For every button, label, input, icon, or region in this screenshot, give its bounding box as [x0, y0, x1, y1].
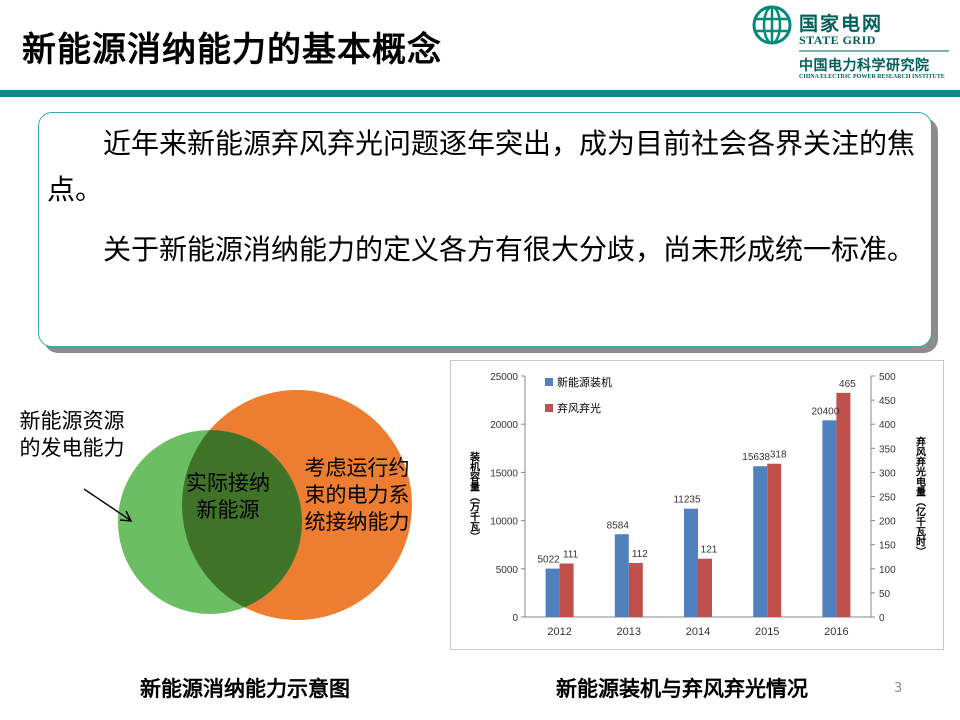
- data-label-installed-capacity: 8584: [607, 520, 630, 531]
- y-axis-right-title: 弃风弃光电量（亿千瓦时）: [914, 435, 927, 556]
- logo-divider: [799, 50, 949, 52]
- data-label-curtailment: 465: [839, 379, 856, 390]
- bar-curtailment: [767, 463, 782, 617]
- y-right-tick-label: 150: [879, 541, 896, 552]
- venn-diagram: [83, 390, 412, 620]
- y-left-tick-label: 20000: [490, 420, 518, 431]
- y-left-tick-label: 0: [512, 613, 518, 624]
- bar-installed-capacity: [753, 466, 768, 617]
- x-tick-label: 2016: [824, 626, 848, 638]
- y-right-tick-label: 450: [879, 396, 896, 407]
- venn-label-resource: 新能源资源的发电能力: [19, 409, 125, 460]
- bar-installed-capacity: [684, 508, 698, 617]
- y-axis-left-title: 装机容量（万千瓦）: [468, 450, 481, 541]
- y-right-tick-label: 500: [879, 372, 896, 383]
- bar-curtailment: [628, 563, 643, 617]
- state-grid-logo: 国家电网 STATE GRID 中国电力科学研究院 CHINA ELECTRIC…: [752, 5, 952, 87]
- x-tick-label: 2015: [755, 626, 779, 638]
- slide-title: 新能源消纳能力的基本概念: [22, 30, 442, 70]
- bar-installed-capacity: [545, 568, 560, 617]
- callout-box: 近年来新能源弃风弃光问题逐年突出，成为目前社会各界关注的焦点。 关于新能源消纳能…: [38, 112, 932, 347]
- y-right-tick-label: 0: [879, 613, 885, 624]
- logo-en-name: STATE GRID: [799, 33, 876, 47]
- y-right-tick-label: 250: [879, 493, 896, 504]
- x-tick-label: 2012: [547, 626, 571, 638]
- logo-cn-name: 国家电网: [799, 13, 884, 35]
- callout-paragraph-1: 近年来新能源弃风弃光问题逐年突出，成为目前社会各界关注的焦点。: [47, 121, 927, 213]
- legend-swatch: [545, 404, 553, 412]
- chart-frame: 0 5000 10000 15000 20000 25000 0 50 100 150 200 250…: [450, 360, 944, 650]
- bar-installed-capacity: [822, 420, 837, 617]
- y-left-tick-label: 15000: [490, 468, 518, 479]
- data-label-curtailment: 112: [632, 549, 648, 560]
- legend-label: 新能源装机: [557, 375, 612, 389]
- state-grid-globe-icon: [752, 5, 792, 45]
- venn-caption: 新能源消纳能力示意图: [140, 677, 350, 701]
- y-right-tick-label: 350: [879, 444, 896, 455]
- chart-caption: 新能源装机与弃风弃光情况: [556, 677, 808, 701]
- y-right-tick-label: 300: [879, 468, 896, 479]
- data-label-curtailment: 318: [770, 450, 787, 461]
- y-right-tick-label: 200: [879, 517, 896, 528]
- bar-curtailment: [836, 392, 851, 617]
- data-label-installed-capacity: 5022: [537, 555, 560, 566]
- callout-paragraph-2: 关于新能源消纳能力的定义各方有很大分歧，尚未形成统一标准。: [47, 227, 927, 273]
- venn-overlap-region: [182, 430, 302, 614]
- bar-installed-capacity: [614, 534, 629, 617]
- x-tick-label: 2014: [686, 626, 710, 638]
- y-left-tick-label: 5000: [496, 565, 519, 576]
- page-number: 3: [894, 681, 903, 696]
- callout-paragraph-2-text: 关于新能源消纳能力的定义各方有很大分歧，尚未形成统一标准。: [103, 233, 916, 266]
- y-left-tick-label: 25000: [490, 372, 518, 383]
- data-label-installed-capacity: 20400: [811, 406, 839, 417]
- data-label-curtailment: 111: [563, 549, 579, 560]
- y-right-tick-label: 50: [879, 589, 891, 600]
- data-label-installed-capacity: 11235: [673, 495, 701, 506]
- legend-label: 弃风弃光: [557, 401, 601, 415]
- legend-swatch: [545, 378, 553, 386]
- venn-label-constraint: 考虑运行约束的电力系统接纳能力: [304, 456, 410, 534]
- bar-curtailment: [559, 563, 574, 617]
- resource-pointer-arrow: [83, 488, 131, 521]
- arrowhead-icon: [119, 510, 133, 522]
- x-tick-label: 2013: [617, 626, 641, 638]
- title-divider-bar: [0, 90, 960, 97]
- callout-paragraph-1-text: 近年来新能源弃风弃光问题逐年突出，成为目前社会各界关注的焦点。: [47, 127, 916, 206]
- y-left-tick-label: 10000: [490, 517, 518, 528]
- bar-curtailment: [698, 558, 712, 617]
- logo-institute-cn: 中国电力科学研究院: [799, 58, 930, 74]
- venn-label-actual: 实际接纳新能源: [186, 471, 270, 522]
- logo-institute-en: CHINA ELECTRIC POWER RESEARCH INSTITUTE: [799, 74, 945, 80]
- capacity-curtailment-chart: 0 5000 10000 15000 20000 25000 0 50 100 150 200 250…: [468, 372, 927, 638]
- y-right-tick-label: 100: [879, 565, 896, 576]
- data-label-curtailment: 121: [701, 545, 718, 556]
- y-right-tick-label: 400: [879, 420, 896, 431]
- data-label-installed-capacity: 15638: [742, 452, 770, 463]
